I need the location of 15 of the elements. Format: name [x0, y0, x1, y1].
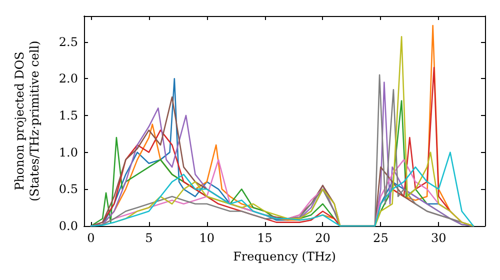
y-tick-label: 1.0 [58, 145, 78, 160]
x-tick-label: 0 [87, 231, 95, 245]
y-tick-label: 2.0 [58, 72, 78, 86]
y-tick-label: 1.5 [58, 108, 78, 122]
y-axis-title: Phonon projected DOS (States/THz·primitive cell) [12, 40, 42, 202]
x-tick-label: 25 [373, 231, 388, 245]
y-tick-label: 2.5 [58, 34, 78, 49]
x-tick-label: 15 [257, 231, 272, 245]
x-tick-label: 5 [145, 231, 153, 245]
x-tick-label: 10 [199, 231, 214, 245]
x-axis-title: Frequency (THz) [233, 249, 336, 264]
x-tick-label: 30 [431, 231, 446, 245]
y-tick-label: 0.0 [58, 219, 78, 233]
x-tick-label: 20 [315, 231, 330, 245]
y-tick-label: 0.5 [58, 182, 78, 196]
